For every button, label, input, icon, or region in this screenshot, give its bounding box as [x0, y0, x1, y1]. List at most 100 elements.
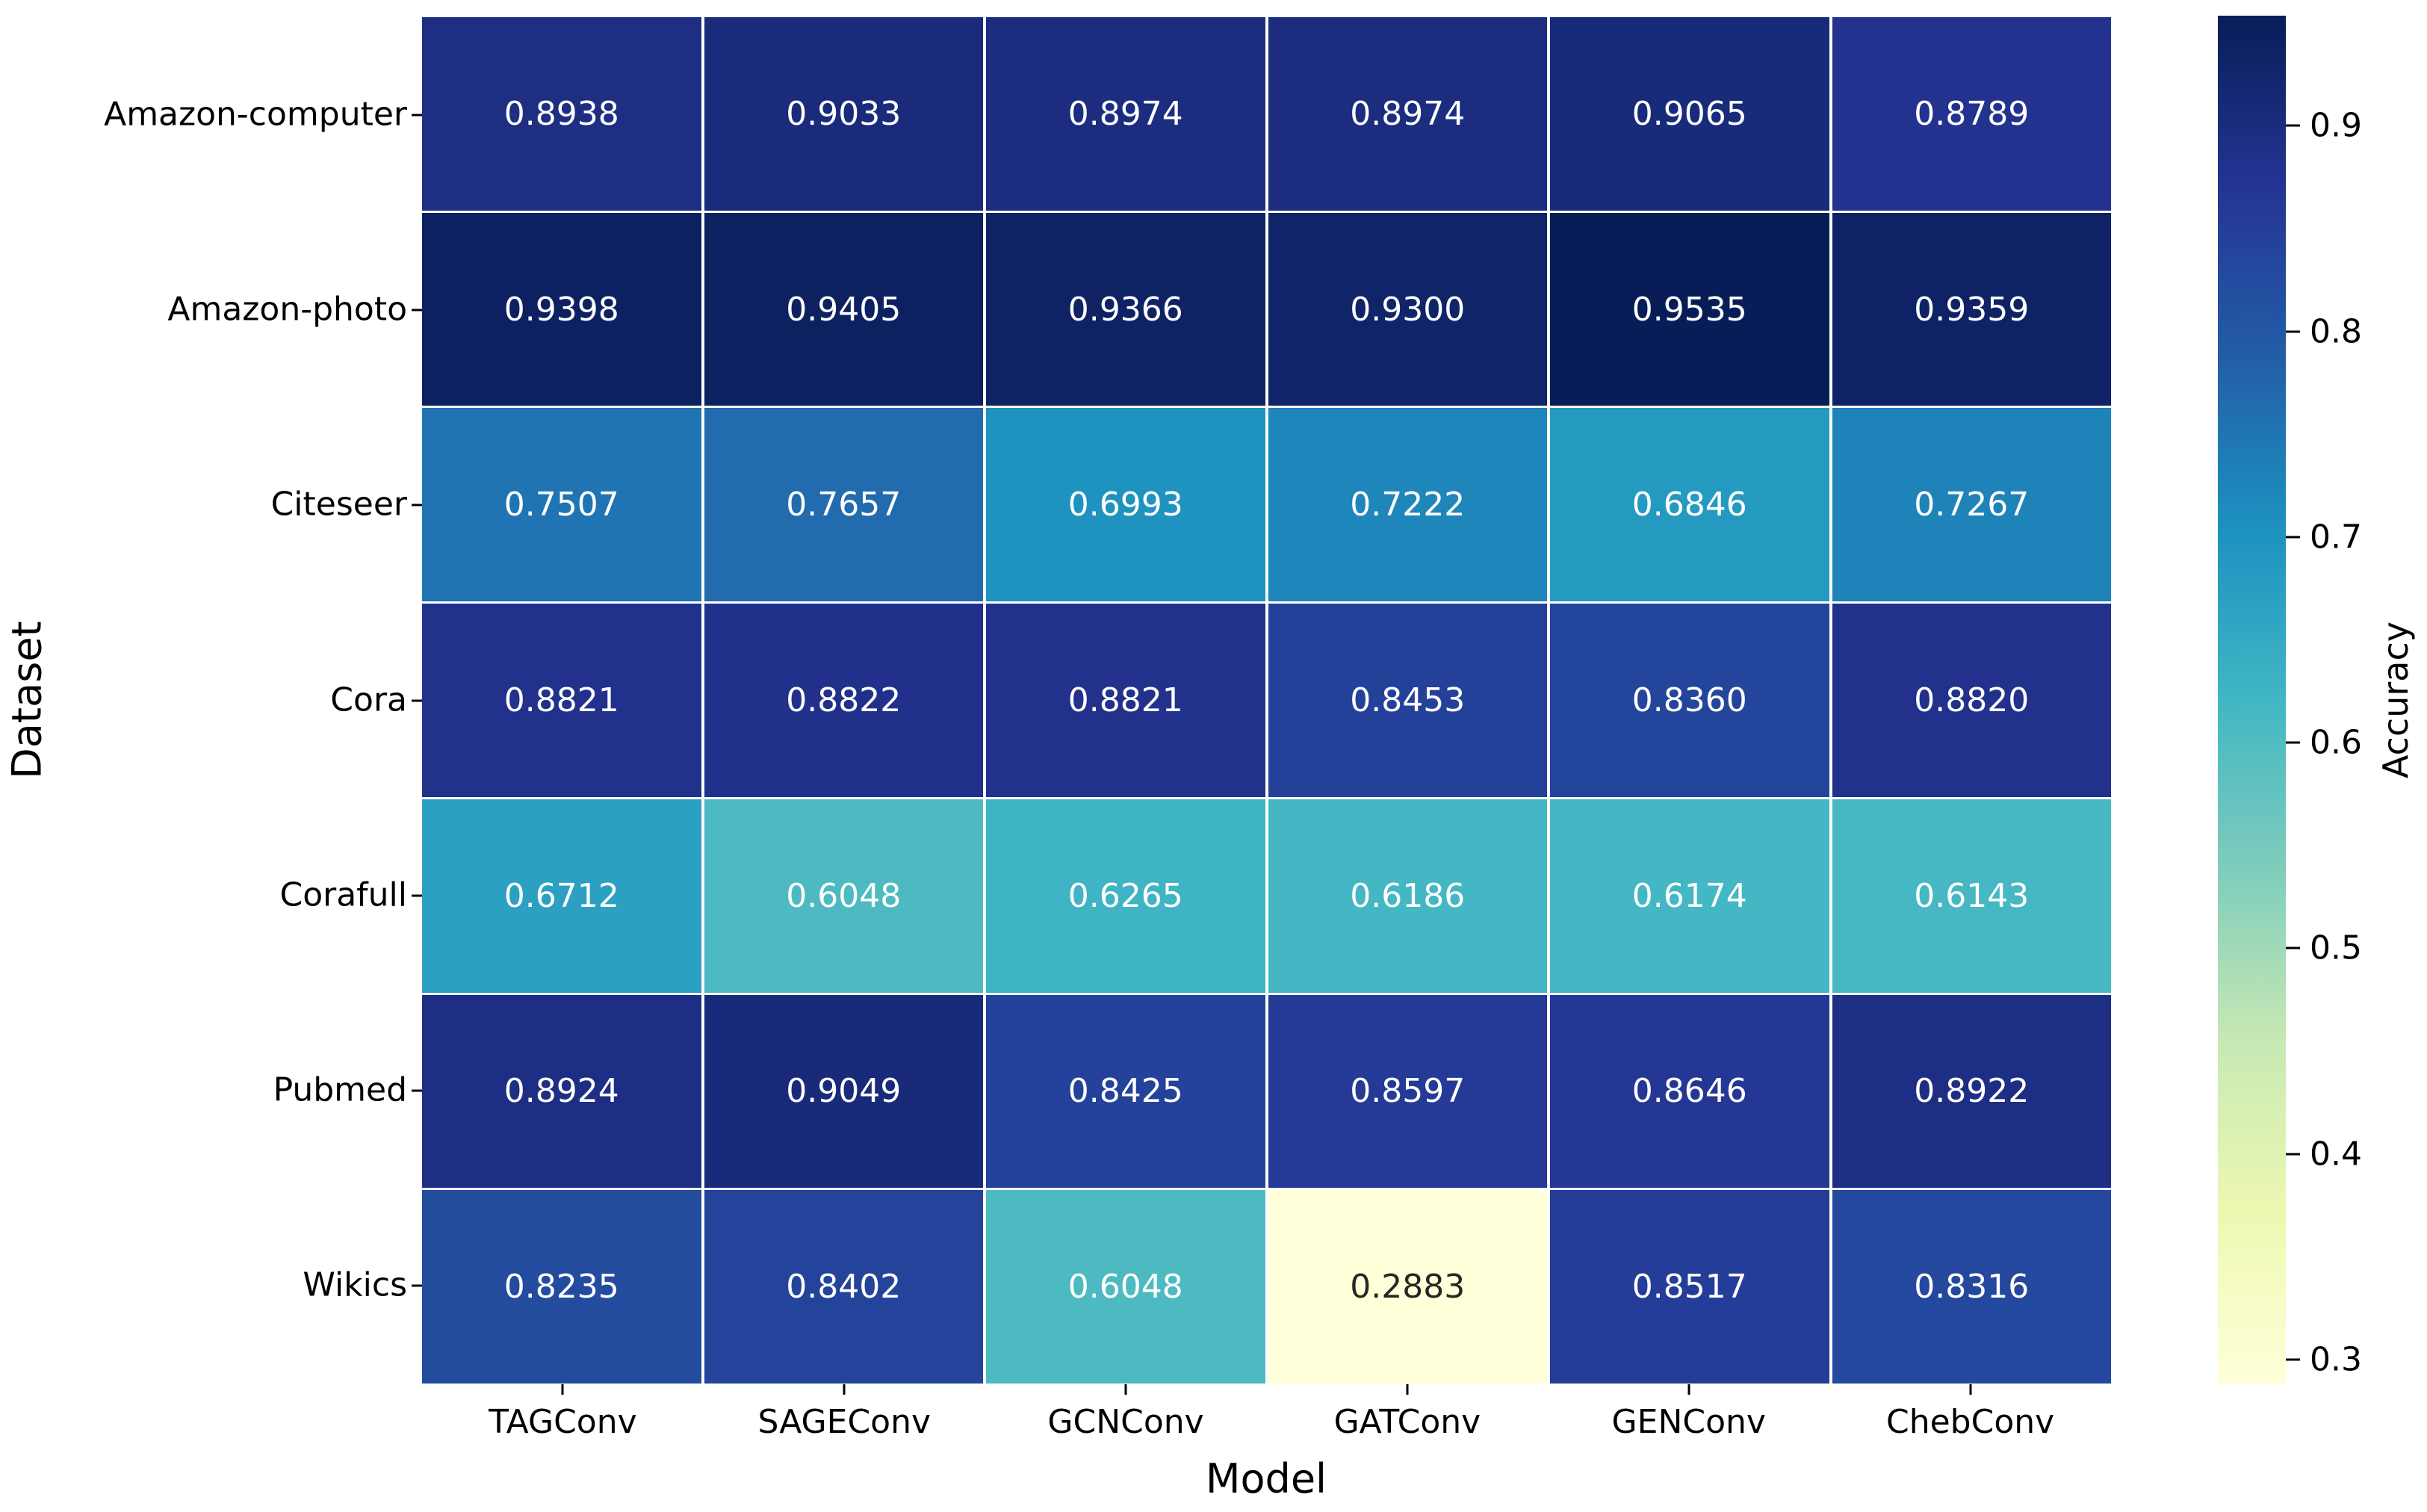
heatmap-cell: 0.8597	[1268, 994, 1547, 1189]
y-tick-label: Corafull	[279, 876, 407, 914]
heatmap-cell: 0.9405	[704, 212, 983, 406]
heatmap-cell: 0.8425	[986, 994, 1265, 1189]
cell-value: 0.9300	[1350, 290, 1466, 329]
cell-value: 0.8646	[1631, 1072, 1747, 1111]
colorbar-tick-label: 0.9	[2310, 106, 2362, 145]
cell-value: 0.8820	[1914, 681, 2030, 719]
colorbar-tick-mark	[2286, 1153, 2300, 1156]
cell-value: 0.8938	[503, 94, 619, 133]
heatmap-cell: 0.8402	[704, 1190, 983, 1384]
cell-value: 0.8974	[1067, 94, 1183, 133]
cell-value: 0.6712	[503, 876, 619, 915]
x-tick-mark	[1124, 1384, 1127, 1395]
y-tick-mark	[412, 504, 422, 506]
cell-value: 0.8235	[503, 1268, 619, 1307]
cell-value: 0.8789	[1914, 94, 2030, 133]
cell-value: 0.8316	[1914, 1268, 2030, 1307]
heatmap-cell: 0.8822	[704, 604, 983, 797]
cell-value: 0.9398	[503, 290, 619, 329]
heatmap-cell: 0.7507	[422, 408, 701, 602]
colorbar-tick-mark	[2286, 536, 2300, 539]
heatmap-cell: 0.9535	[1550, 212, 1829, 406]
heatmap-cell: 0.8938	[422, 17, 701, 211]
heatmap-cell: 0.6265	[986, 799, 1265, 993]
heatmap-cell: 0.8453	[1268, 604, 1547, 797]
cell-value: 0.6186	[1350, 876, 1466, 915]
y-tick-mark	[412, 1284, 422, 1287]
cell-value: 0.8974	[1350, 94, 1466, 133]
cell-value: 0.6048	[786, 876, 902, 915]
colorbar	[2218, 16, 2286, 1384]
cell-value: 0.8425	[1067, 1072, 1183, 1111]
y-tick-label: Wikics	[303, 1265, 407, 1304]
cell-value: 0.8821	[1067, 681, 1183, 719]
colorbar-tick-label: 0.7	[2310, 518, 2362, 557]
heatmap-cell: 0.9049	[704, 994, 983, 1189]
x-tick-mark	[561, 1384, 564, 1395]
heatmap-cell: 0.6186	[1268, 799, 1547, 993]
x-tick-mark	[1969, 1384, 1972, 1395]
x-tick-label: SAGEConv	[757, 1403, 932, 1441]
y-tick-mark	[412, 894, 422, 897]
cell-value: 0.8517	[1631, 1268, 1747, 1307]
colorbar-tick-label: 0.8	[2310, 312, 2362, 351]
cell-value: 0.9033	[786, 94, 902, 133]
heatmap-cell: 0.9300	[1268, 212, 1547, 406]
heatmap-cell: 0.8316	[1832, 1190, 2111, 1384]
x-tick-label: TAGConv	[489, 1403, 637, 1441]
cell-value: 0.6174	[1631, 876, 1747, 915]
y-tick-mark	[412, 1089, 422, 1092]
x-axis-title: Model	[1205, 1455, 1327, 1502]
heatmap-cell: 0.9065	[1550, 17, 1829, 211]
heatmap-cell: 0.9366	[986, 212, 1265, 406]
heatmap-cell: 0.8922	[1832, 994, 2111, 1189]
x-tick-label: GCNConv	[1047, 1403, 1204, 1441]
cell-value: 0.6846	[1631, 486, 1747, 524]
y-tick-label: Amazon-photo	[167, 290, 407, 329]
heatmap-cell: 0.7222	[1268, 408, 1547, 602]
cell-value: 0.9049	[786, 1072, 902, 1111]
colorbar-tick-mark	[2286, 741, 2300, 744]
cell-value: 0.6265	[1067, 876, 1183, 915]
x-tick-mark	[1406, 1384, 1409, 1395]
y-tick-mark	[412, 699, 422, 701]
y-tick-label: Cora	[330, 680, 407, 719]
colorbar-tick-mark	[2286, 124, 2300, 127]
y-tick-label: Pubmed	[273, 1071, 407, 1109]
y-axis-tick-labels: Amazon-computer Amazon-photo Citeseer Cora C…	[0, 0, 407, 1512]
y-tick-mark	[412, 309, 422, 312]
y-tick-label: Citeseer	[270, 485, 407, 524]
cell-value: 0.9366	[1067, 290, 1183, 329]
heatmap-cell: 0.2883	[1268, 1190, 1547, 1384]
heatmap-cell: 0.6846	[1550, 408, 1829, 602]
y-tick-label: Amazon-computer	[104, 95, 407, 134]
colorbar-tick-label: 0.5	[2310, 929, 2362, 967]
cell-value: 0.8924	[503, 1072, 619, 1111]
cell-value: 0.8597	[1350, 1072, 1466, 1111]
heatmap-cell: 0.6048	[986, 1190, 1265, 1384]
heatmap-cell: 0.8974	[986, 17, 1265, 211]
x-tick-label: ChebConv	[1885, 1403, 2055, 1441]
cell-value: 0.8822	[786, 681, 902, 719]
cell-value: 0.7657	[786, 486, 902, 524]
cell-value: 0.6048	[1067, 1268, 1183, 1307]
cell-value: 0.8402	[786, 1268, 902, 1307]
heatmap-cell: 0.8517	[1550, 1190, 1829, 1384]
heatmap-cell: 0.8821	[422, 604, 701, 797]
heatmap-cell: 0.7267	[1832, 408, 2111, 602]
heatmap-cell: 0.6174	[1550, 799, 1829, 993]
heatmap-cell: 0.9359	[1832, 212, 2111, 406]
heatmap-cell: 0.8974	[1268, 17, 1547, 211]
colorbar-tick-mark	[2286, 1358, 2300, 1361]
heatmap-cell: 0.6993	[986, 408, 1265, 602]
x-tick-label: GENConv	[1611, 1403, 1766, 1441]
heatmap-cell: 0.8821	[986, 604, 1265, 797]
cell-value: 0.8453	[1350, 681, 1466, 719]
heatmap-grid: 0.8938 0.9033 0.8974 0.8974 0.9065 0.8789 0.93…	[422, 17, 2111, 1384]
cell-value: 0.6993	[1067, 486, 1183, 524]
cell-value: 0.7507	[503, 486, 619, 524]
cell-value: 0.9065	[1631, 94, 1747, 133]
heatmap-cell: 0.8360	[1550, 604, 1829, 797]
cell-value: 0.8922	[1914, 1072, 2030, 1111]
heatmap-cell: 0.8789	[1832, 17, 2111, 211]
